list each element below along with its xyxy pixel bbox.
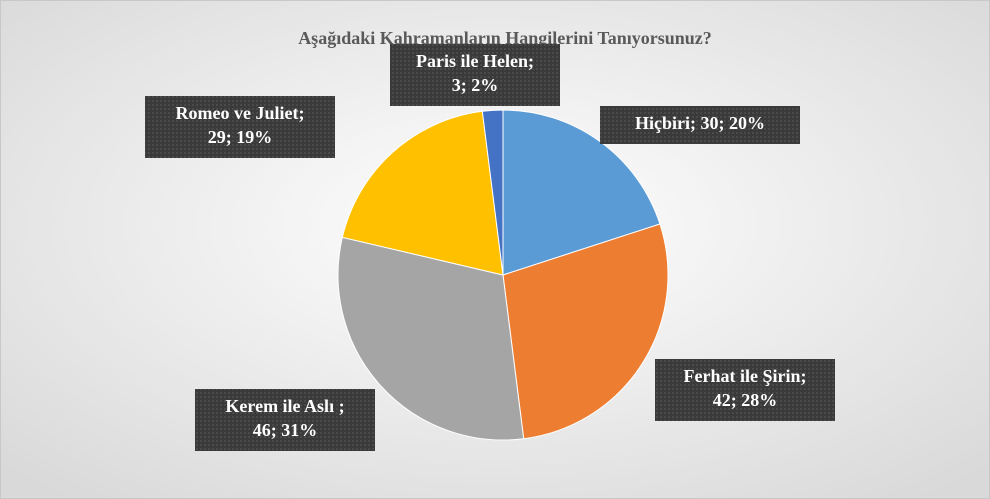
data-label: Romeo ve Juliet; xyxy=(176,103,305,123)
data-label: 29; 19% xyxy=(208,127,273,147)
label-box xyxy=(195,389,375,451)
label-box xyxy=(655,359,835,421)
label-box xyxy=(145,96,335,158)
label-box xyxy=(600,106,800,144)
data-label: Hiçbiri; 30; 20% xyxy=(635,113,765,133)
pie-slice xyxy=(337,236,525,441)
data-label: 3; 2% xyxy=(452,75,499,95)
data-label: Paris ile Helen; xyxy=(416,51,534,71)
data-label: Ferhat ile Şirin; xyxy=(684,366,807,386)
pie-slice xyxy=(502,109,661,276)
data-label: 46; 31% xyxy=(253,420,318,440)
data-label: 42; 28% xyxy=(713,390,778,410)
label-box xyxy=(390,44,560,106)
pie-slice xyxy=(481,109,504,276)
pie-slice xyxy=(341,110,504,276)
chart-title: Aşağıdaki Kahramanların Hangilerini Tanı… xyxy=(298,28,712,48)
pie-slice xyxy=(502,223,669,440)
data-label: Kerem ile Aslı ; xyxy=(225,396,344,416)
